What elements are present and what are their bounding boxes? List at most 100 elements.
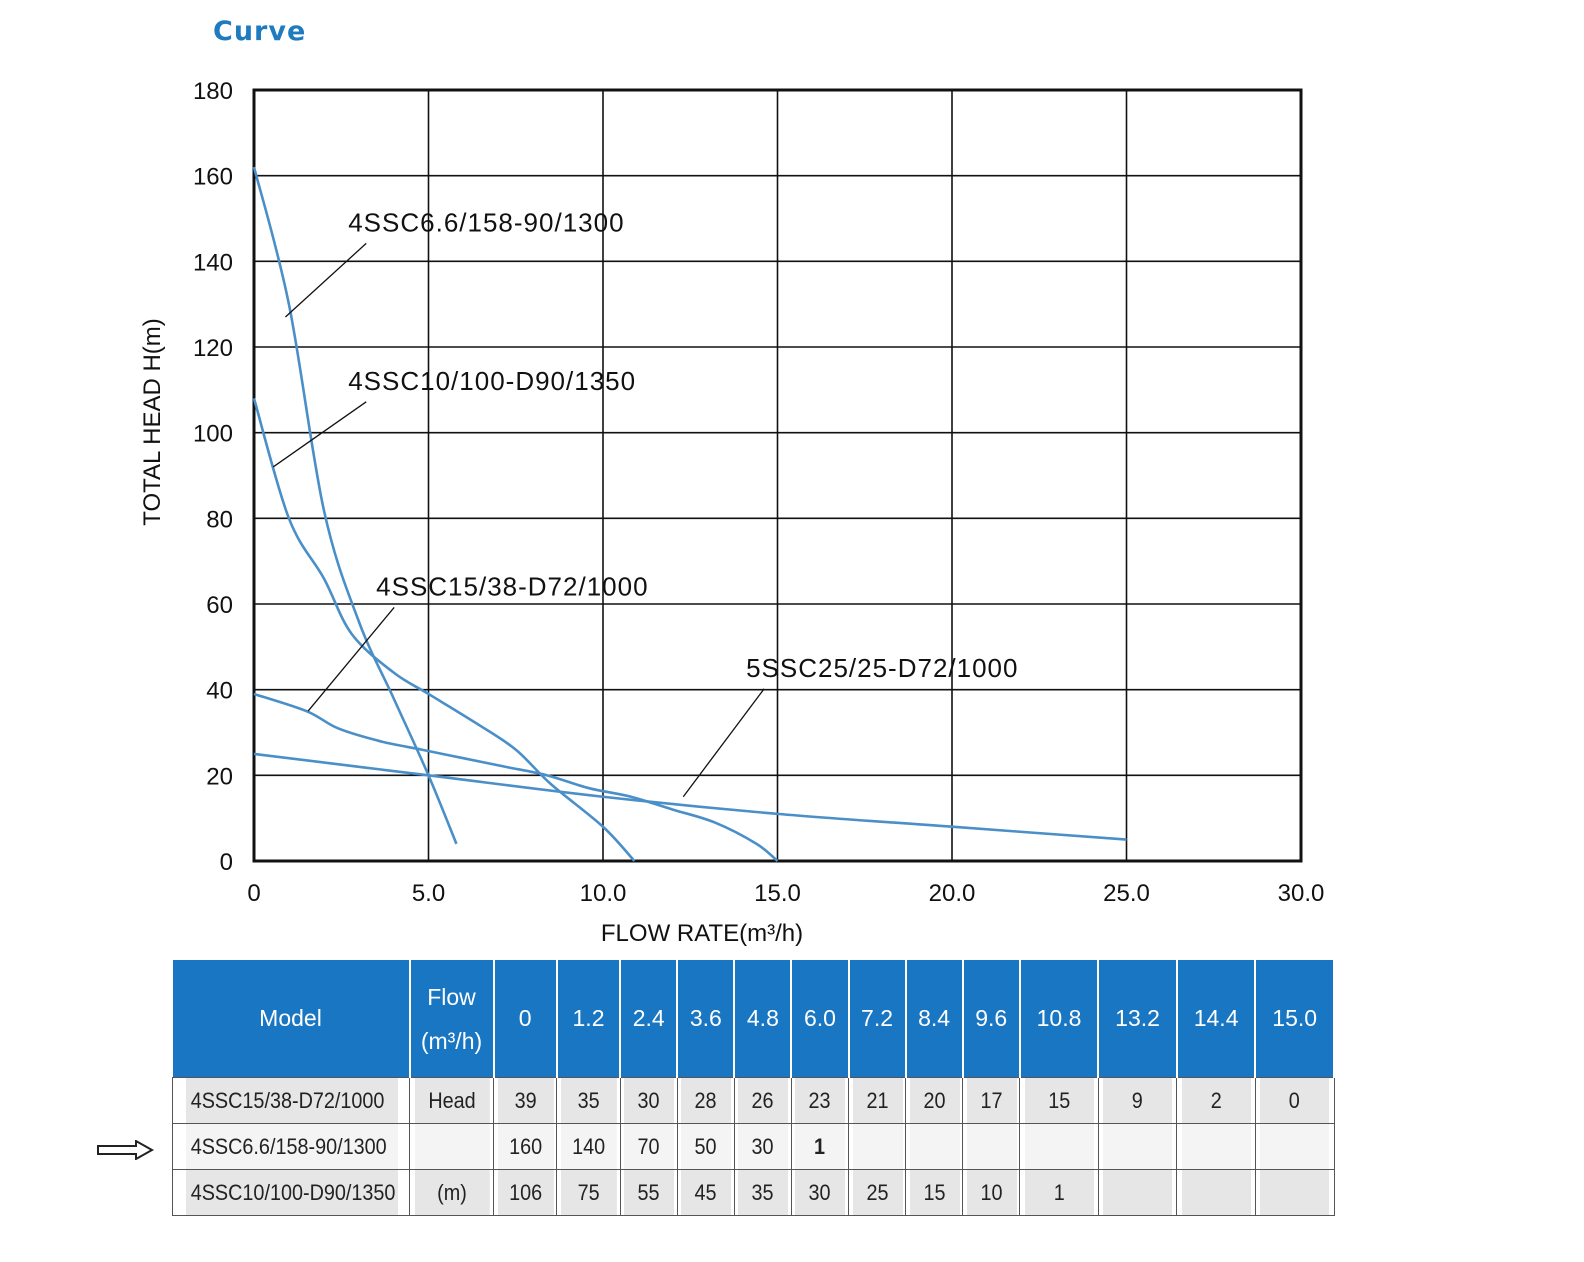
head-label-cell: Head bbox=[413, 1077, 490, 1124]
head-cell: 28 bbox=[679, 1077, 732, 1124]
y-axis-label: TOTAL HEAD H(m) bbox=[139, 318, 166, 526]
x-tick-labels: 0 5.0 10.0 15.0 20.0 25.0 30.0 bbox=[247, 880, 1324, 907]
y-tick-label: 180 bbox=[193, 78, 233, 105]
y-tick-labels: 0 20 40 60 80 100 120 140 160 180 bbox=[193, 78, 233, 876]
flow-value-header: 10.8 bbox=[1019, 960, 1100, 1078]
flow-value-header: 3.6 bbox=[677, 960, 736, 1078]
head-cell: 26 bbox=[736, 1077, 790, 1124]
head-cell: 140 bbox=[559, 1123, 618, 1170]
model-cell: 4SSC6.6/158-90/1300 bbox=[183, 1123, 399, 1170]
head-cell: 15 bbox=[907, 1169, 961, 1216]
head-cell: 45 bbox=[679, 1169, 732, 1216]
curve-annotation: 4SSC10/100-D90/1350 bbox=[348, 366, 636, 396]
y-tick-label: 40 bbox=[206, 678, 233, 705]
table-row: 4SSC6.6/158-90/1300 160 140 70 50 30 1 bbox=[173, 1123, 1335, 1170]
head-cell: 9 bbox=[1101, 1077, 1174, 1124]
y-tick-label: 20 bbox=[206, 763, 233, 790]
y-tick-label: 0 bbox=[220, 849, 233, 876]
head-cell: 55 bbox=[622, 1169, 675, 1216]
pump-curve-chart: 4SSC6.6/158-90/1300 4SSC10/100-D90/1350 4S… bbox=[139, 78, 1324, 947]
flow-value-header: 4.8 bbox=[734, 960, 793, 1078]
y-tick-label: 80 bbox=[206, 506, 233, 533]
head-cell bbox=[850, 1123, 904, 1170]
flow-value-header: 1.2 bbox=[556, 960, 622, 1078]
head-cell bbox=[1180, 1169, 1252, 1216]
annotation-leader-line bbox=[284, 242, 367, 318]
chart-series bbox=[252, 166, 1127, 863]
x-tick-label: 10.0 bbox=[580, 880, 627, 907]
head-cell: 106 bbox=[496, 1169, 555, 1216]
head-cell: 50 bbox=[679, 1123, 732, 1170]
model-column-header: Model bbox=[172, 960, 411, 1078]
flow-value-header: 9.6 bbox=[962, 960, 1021, 1078]
flow-value-header: 8.4 bbox=[905, 960, 964, 1078]
head-cell: 30 bbox=[622, 1077, 675, 1124]
head-cell bbox=[1258, 1169, 1331, 1216]
flow-header-unit: (m³/h) bbox=[420, 1027, 483, 1054]
annotation-leaders bbox=[272, 242, 765, 798]
head-cell bbox=[1023, 1123, 1095, 1170]
annotation-leader-line bbox=[307, 607, 395, 712]
head-cell bbox=[1258, 1123, 1331, 1170]
head-cell bbox=[1101, 1169, 1174, 1216]
head-cell: 75 bbox=[559, 1169, 618, 1216]
table-row: 4SSC15/38-D72/1000 Head 39 35 30 28 26 2… bbox=[173, 1077, 1335, 1124]
row-pointer-arrow-icon bbox=[97, 1140, 155, 1160]
head-cell: 35 bbox=[559, 1077, 618, 1124]
head-cell: 15 bbox=[1023, 1077, 1095, 1124]
head-cell: 160 bbox=[496, 1123, 555, 1170]
x-axis-label: FLOW RATE(m³/h) bbox=[601, 920, 803, 947]
head-cell: 20 bbox=[907, 1077, 961, 1124]
x-tick-label: 20.0 bbox=[929, 880, 976, 907]
section-title: Curve bbox=[213, 16, 307, 47]
head-cell: 1 bbox=[793, 1123, 847, 1170]
head-cell bbox=[907, 1123, 961, 1170]
flow-value-header: 14.4 bbox=[1176, 960, 1257, 1078]
flow-value-header: 7.2 bbox=[848, 960, 907, 1078]
head-cell: 70 bbox=[622, 1123, 675, 1170]
y-tick-label: 100 bbox=[193, 421, 233, 448]
table-row: 4SSC10/100-D90/1350 (m) 106 75 55 45 35 … bbox=[173, 1169, 1335, 1216]
flow-value-header: 2.4 bbox=[620, 960, 679, 1078]
series-line bbox=[252, 398, 636, 862]
y-tick-label: 140 bbox=[193, 249, 233, 276]
annotation-leader-line bbox=[682, 688, 765, 798]
unit-label-cell: (m) bbox=[413, 1169, 490, 1216]
flow-column-header: Flow (m³/h) bbox=[409, 960, 495, 1078]
table-header-row: Model Flow (m³/h) 0 1.2 2.4 3.6 4.8 6.0 … bbox=[172, 960, 1335, 1078]
x-tick-label: 0 bbox=[247, 880, 260, 907]
head-cell: 17 bbox=[965, 1077, 1018, 1124]
performance-table: Model Flow (m³/h) 0 1.2 2.4 3.6 4.8 6.0 … bbox=[172, 960, 1335, 1216]
flow-header-label: Flow bbox=[427, 983, 476, 1010]
head-cell: 10 bbox=[965, 1169, 1018, 1216]
head-cell: 0 bbox=[1258, 1077, 1331, 1124]
head-cell bbox=[1101, 1123, 1174, 1170]
series-line bbox=[252, 166, 458, 845]
head-cell: 23 bbox=[793, 1077, 847, 1124]
head-cell: 2 bbox=[1180, 1077, 1252, 1124]
series-line bbox=[253, 692, 779, 863]
flow-value-header: 15.0 bbox=[1255, 960, 1335, 1078]
x-tick-label: 25.0 bbox=[1103, 880, 1150, 907]
model-cell: 4SSC10/100-D90/1350 bbox=[183, 1169, 399, 1216]
model-cell: 4SSC15/38-D72/1000 bbox=[183, 1077, 399, 1124]
y-tick-label: 60 bbox=[206, 592, 233, 619]
head-cell bbox=[1180, 1123, 1252, 1170]
curve-annotation: 4SSC15/38-D72/1000 bbox=[376, 571, 648, 601]
head-cell: 21 bbox=[850, 1077, 904, 1124]
head-cell: 25 bbox=[850, 1169, 904, 1216]
head-cell: 30 bbox=[736, 1123, 790, 1170]
head-cell: 1 bbox=[1023, 1169, 1095, 1216]
flow-value-header: 0 bbox=[493, 960, 558, 1078]
y-tick-label: 160 bbox=[193, 164, 233, 191]
annotation-labels: 4SSC6.6/158-90/1300 4SSC10/100-D90/1350 4S… bbox=[348, 207, 1017, 682]
x-tick-label: 5.0 bbox=[412, 880, 445, 907]
head-cell: 30 bbox=[793, 1169, 847, 1216]
curve-annotation: 4SSC6.6/158-90/1300 bbox=[348, 207, 624, 237]
x-tick-label: 30.0 bbox=[1278, 880, 1325, 907]
flow-value-header: 6.0 bbox=[791, 960, 850, 1078]
head-cell: 35 bbox=[736, 1169, 790, 1216]
x-tick-label: 15.0 bbox=[754, 880, 801, 907]
flow-value-header: 13.2 bbox=[1098, 960, 1178, 1078]
head-cell: 39 bbox=[496, 1077, 555, 1124]
